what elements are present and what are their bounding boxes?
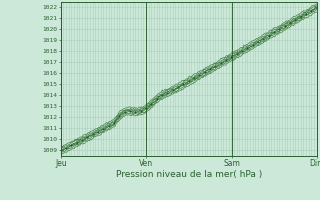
X-axis label: Pression niveau de la mer( hPa ): Pression niveau de la mer( hPa ): [116, 170, 262, 179]
